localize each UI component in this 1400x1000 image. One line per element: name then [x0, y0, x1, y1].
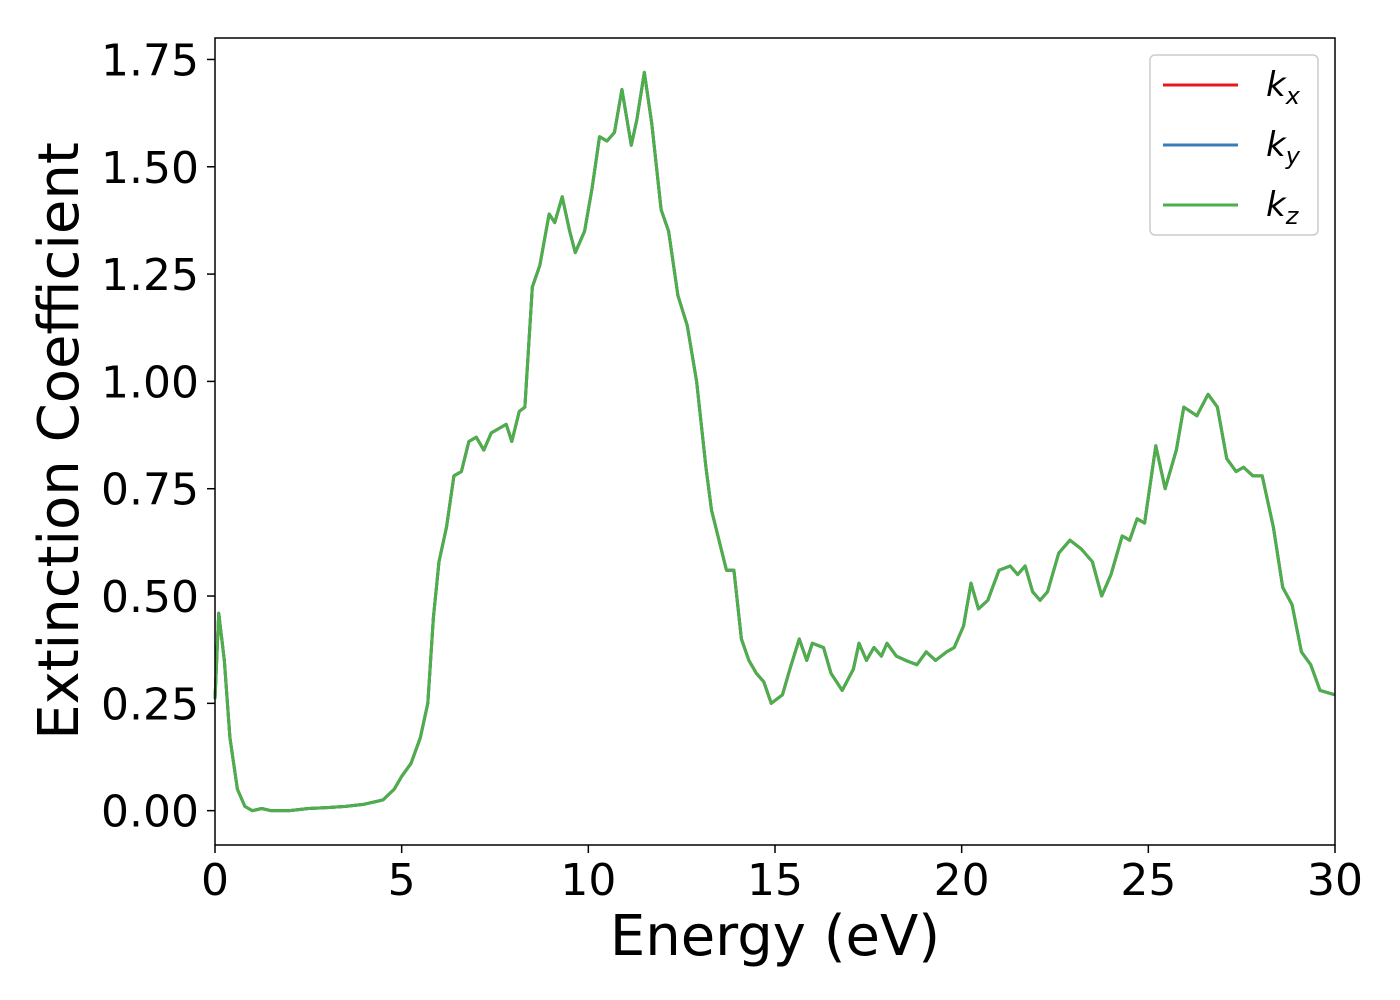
y-tick-label: 0.00 [101, 787, 199, 838]
x-tick-label: 10 [560, 855, 616, 906]
y-tick-label: 0.50 [101, 572, 199, 623]
plot-frame [214, 37, 1336, 846]
x-tick-label: 30 [1307, 855, 1363, 906]
legend-label: ky [1266, 125, 1301, 170]
y-axis-label: Extinction Coefficient [27, 142, 92, 740]
y-tick-label: 0.25 [101, 679, 199, 730]
y-tick-label: 1.75 [101, 35, 199, 86]
y-tick-label: 1.50 [101, 143, 199, 194]
series-line [213, 70, 1336, 813]
x-tick-label: 20 [934, 855, 990, 906]
x-tick-label: 25 [1120, 855, 1176, 906]
legend-label: kz [1266, 185, 1300, 230]
y-tick-label: 1.00 [101, 357, 199, 408]
x-axis-label: Energy (eV) [610, 904, 940, 969]
x-tick-label: 0 [201, 855, 229, 906]
x-tick-label: 15 [747, 855, 803, 906]
y-tick-label: 1.25 [101, 250, 199, 301]
legend-label: kx [1266, 65, 1301, 110]
y-tick-label: 0.75 [101, 465, 199, 516]
x-tick-label: 5 [388, 855, 416, 906]
